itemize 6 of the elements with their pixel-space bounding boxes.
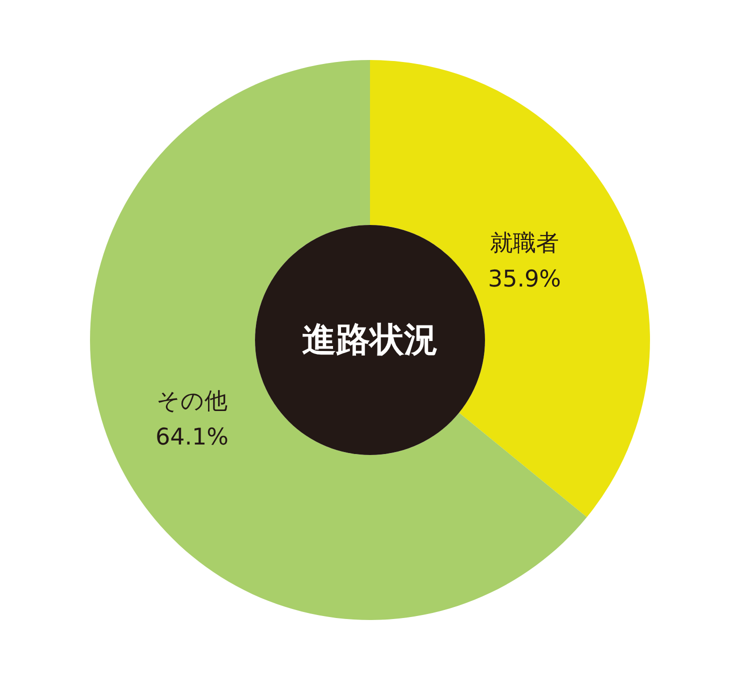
slice-label: 就職者 bbox=[490, 230, 559, 257]
donut-slice bbox=[90, 60, 587, 620]
text: 進路状況 bbox=[301, 319, 439, 362]
slice-label: その他 bbox=[156, 388, 228, 414]
data-label: 35.9% bbox=[488, 266, 562, 293]
data-label: 64.1% bbox=[155, 424, 229, 450]
